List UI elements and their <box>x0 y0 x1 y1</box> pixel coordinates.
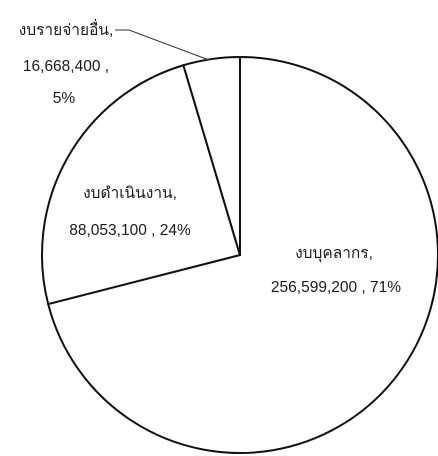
slice-label-operating-value: 88,053,100 , 24% <box>69 222 191 239</box>
pie-slice-operating <box>41 64 242 306</box>
pie-slice-other <box>182 55 241 256</box>
pie-slices <box>41 55 438 454</box>
pie-slice-personnel <box>46 55 438 454</box>
slice-label-other-value: 16,668,400 , <box>23 58 109 75</box>
slice-label-other-name: งบรายจ่ายอื่น, <box>19 19 114 39</box>
slice-label-personnel-value: 256,599,200 , 71% <box>271 279 401 296</box>
slice-label-personnel-name: งบบุคลากร, <box>295 245 373 263</box>
slice-label-leader-line <box>115 29 210 61</box>
slice-label-other-percent: 5% <box>53 90 76 107</box>
slice-label-operating-name: งบดำเนินงาน, <box>83 185 177 202</box>
